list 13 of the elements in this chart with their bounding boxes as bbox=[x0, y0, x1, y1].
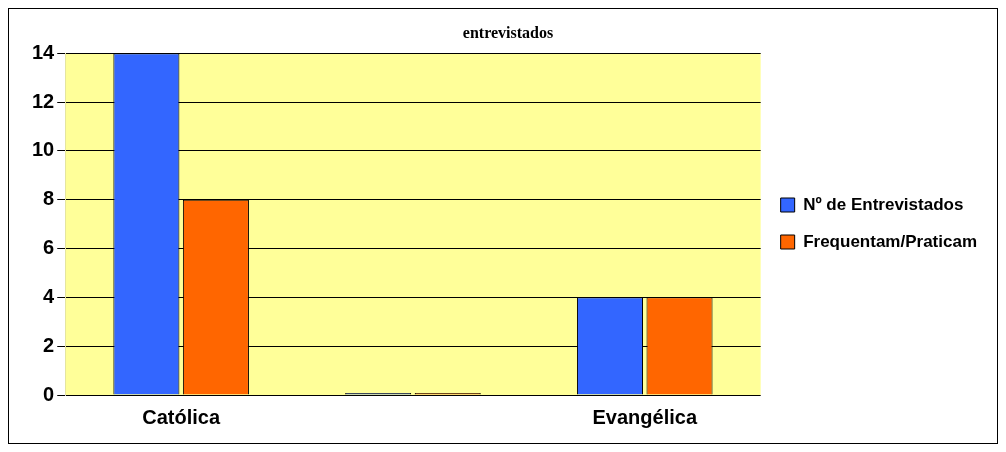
x-tick-label: Evangélica bbox=[592, 405, 698, 428]
y-tick-label: 10 bbox=[32, 138, 55, 161]
y-tick-label: 0 bbox=[43, 382, 55, 405]
y-tick-label: 14 bbox=[32, 40, 56, 63]
chart-title: entrevistados bbox=[462, 23, 554, 41]
y-tick-label: 6 bbox=[43, 236, 55, 259]
y-tick-label: 12 bbox=[32, 89, 55, 112]
legend-label: Nº de Entrevistados bbox=[803, 194, 964, 214]
y-tick-label: 4 bbox=[43, 284, 56, 307]
legend-label: Frequentam/Praticam bbox=[803, 231, 978, 251]
x-tick-label: Católica bbox=[142, 405, 221, 428]
y-tick-label: 2 bbox=[43, 333, 55, 356]
y-tick-label: 8 bbox=[43, 187, 55, 210]
